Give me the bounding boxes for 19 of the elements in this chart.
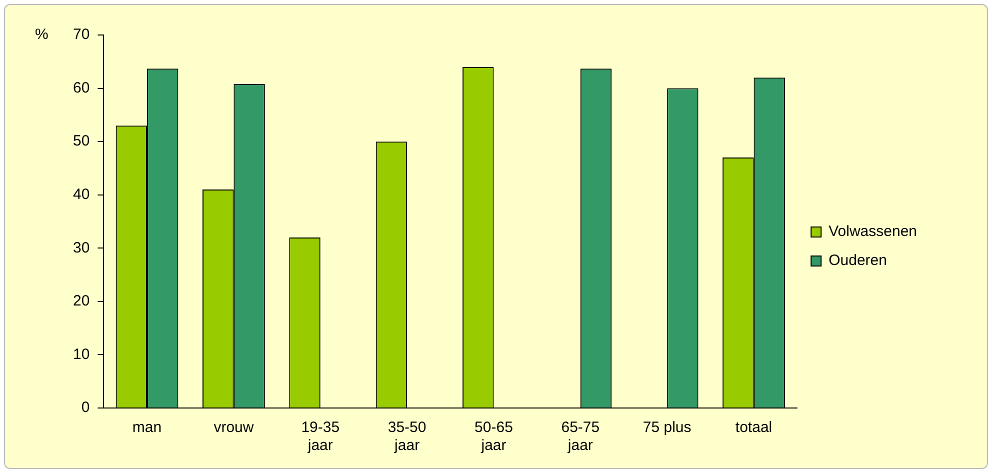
y-tick-label: 70 bbox=[72, 26, 90, 44]
y-tick-label: 50 bbox=[72, 132, 90, 150]
y-tick-label: 30 bbox=[72, 239, 90, 256]
x-tick-label: 35-50 jaar bbox=[388, 419, 426, 454]
x-tick-label: 19-35 jaar bbox=[301, 419, 340, 454]
x-tick-label: vrouw bbox=[214, 419, 254, 436]
x-tick-label: man bbox=[132, 419, 162, 436]
x-tick-label: 50-65 jaar bbox=[474, 419, 513, 454]
x-tick-label: 75 plus bbox=[642, 419, 692, 436]
y-tick-label: 0 bbox=[81, 399, 90, 416]
y-tick-label: 40 bbox=[72, 186, 90, 203]
x-tick-label: 65-75 jaar bbox=[561, 419, 600, 454]
legend-label: Ouderen bbox=[828, 252, 887, 270]
y-tick-label: 20 bbox=[72, 292, 90, 310]
x-tick-label: totaal bbox=[735, 419, 772, 436]
y-tick-label: 60 bbox=[72, 79, 90, 96]
y-tick-label: 10 bbox=[72, 346, 90, 363]
y-axis-title: % bbox=[35, 26, 48, 44]
legend-label: Volwassenen bbox=[828, 223, 918, 240]
